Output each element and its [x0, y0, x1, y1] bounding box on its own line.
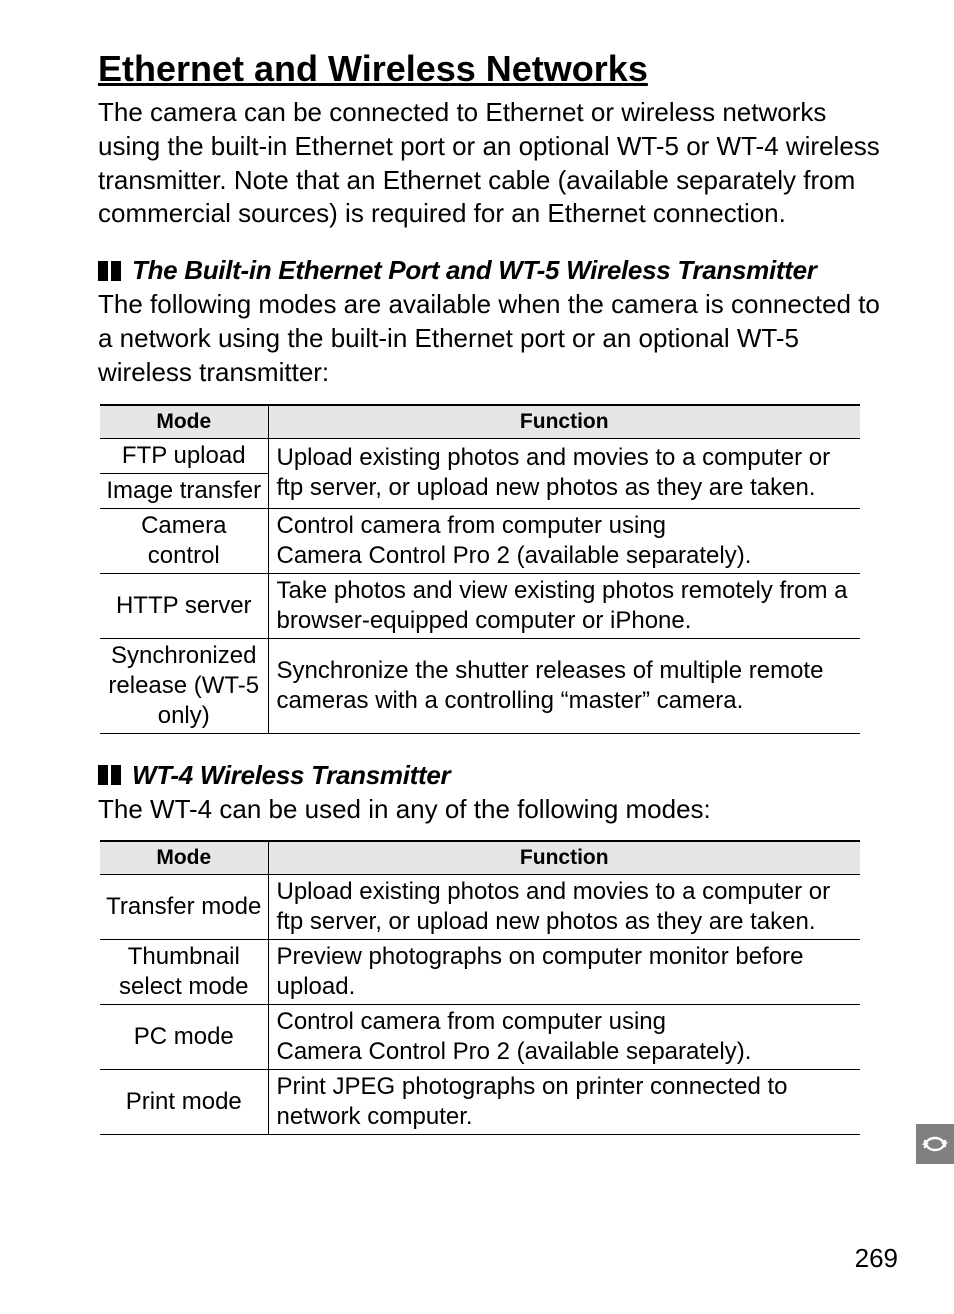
table-row: Print mode Print JPEG photographs on pri… [100, 1070, 860, 1135]
modes-table-1: Mode Function FTP upload Upload existing… [100, 404, 860, 734]
function-cell: Upload existing photos and movies to a c… [268, 438, 860, 508]
table-row: HTTP server Take photos and view existin… [100, 573, 860, 638]
function-cell: Take photos and view existing photos rem… [268, 573, 860, 638]
function-cell: Upload existing photos and movies to a c… [268, 875, 860, 940]
mode-cell: Thumbnail select mode [100, 940, 268, 1005]
modes-table-2: Mode Function Transfer mode Upload exist… [100, 840, 860, 1135]
bullet-marker-icon [98, 261, 124, 281]
col-function-header: Function [268, 405, 860, 439]
table-row: FTP upload Upload existing photos and mo… [100, 438, 860, 473]
mode-cell: PC mode [100, 1005, 268, 1070]
intro-paragraph: The camera can be connected to Ethernet … [98, 96, 894, 231]
mode-cell: Print mode [100, 1070, 268, 1135]
mode-cell: Image transfer [100, 473, 268, 508]
function-cell: Control camera from computer using Camer… [268, 1005, 860, 1070]
function-cell: Print JPEG photographs on printer connec… [268, 1070, 860, 1135]
sync-icon [922, 1134, 948, 1154]
function-cell: Synchronize the shutter releases of mult… [268, 638, 860, 733]
mode-cell: Synchronized release (WT-5 only) [100, 638, 268, 733]
bullet-marker-icon [98, 765, 124, 785]
section-intro-2: The WT-4 can be used in any of the follo… [98, 793, 894, 827]
section-heading-1: The Built-in Ethernet Port and WT-5 Wire… [98, 255, 894, 286]
table-row: PC mode Control camera from computer usi… [100, 1005, 860, 1070]
manual-page: Ethernet and Wireless Networks The camer… [0, 0, 954, 1314]
section-title-1: The Built-in Ethernet Port and WT-5 Wire… [132, 255, 817, 286]
col-function-header: Function [268, 841, 860, 875]
mode-cell: FTP upload [100, 438, 268, 473]
page-title: Ethernet and Wireless Networks [98, 48, 894, 90]
table-row: Transfer mode Upload existing photos and… [100, 875, 860, 940]
table-header-row: Mode Function [100, 405, 860, 439]
mode-cell: HTTP server [100, 573, 268, 638]
section-heading-2: WT-4 Wireless Transmitter [98, 760, 894, 791]
page-number: 269 [855, 1243, 898, 1274]
function-cell: Control camera from computer using Camer… [268, 508, 860, 573]
col-mode-header: Mode [100, 405, 268, 439]
mode-cell: Camera control [100, 508, 268, 573]
col-mode-header: Mode [100, 841, 268, 875]
mode-cell: Transfer mode [100, 875, 268, 940]
section-intro-1: The following modes are available when t… [98, 288, 894, 389]
table-row: Camera control Control camera from compu… [100, 508, 860, 573]
table-header-row: Mode Function [100, 841, 860, 875]
section-title-2: WT-4 Wireless Transmitter [132, 760, 450, 791]
side-tab [916, 1124, 954, 1164]
table-row: Thumbnail select mode Preview photograph… [100, 940, 860, 1005]
table-row: Synchronized release (WT-5 only) Synchro… [100, 638, 860, 733]
function-cell: Preview photographs on computer monitor … [268, 940, 860, 1005]
